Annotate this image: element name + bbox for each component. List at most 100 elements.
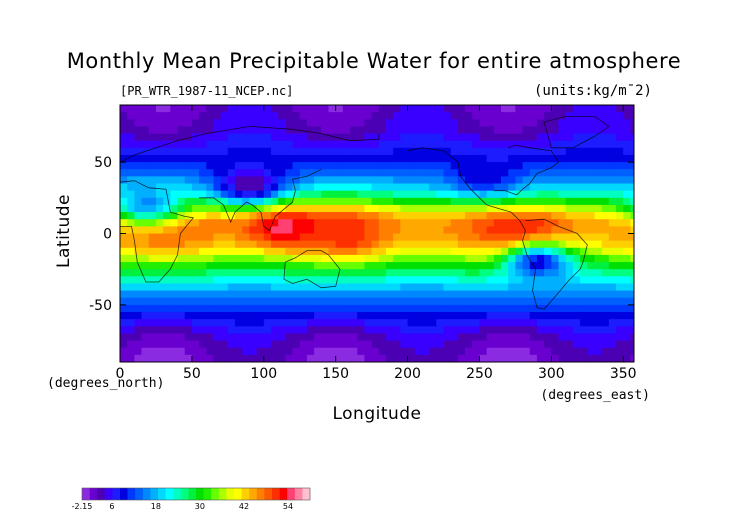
heatmap-cell <box>357 226 365 234</box>
heatmap-cell <box>393 212 401 220</box>
heatmap-cell <box>199 219 207 227</box>
heatmap-cell <box>472 354 480 363</box>
heatmap-cell <box>544 340 552 349</box>
heatmap-cell <box>256 312 265 320</box>
heatmap-cell <box>501 105 509 113</box>
heatmap-cell <box>515 262 523 270</box>
heatmap-cell <box>493 197 502 206</box>
heatmap-cell <box>558 112 567 120</box>
heatmap-cell <box>242 290 250 299</box>
heatmap-cell <box>270 219 279 227</box>
heatmap-cell <box>515 304 523 313</box>
heatmap-cell <box>479 269 488 277</box>
heatmap-cell <box>472 219 480 227</box>
heatmap-cell <box>508 133 516 142</box>
heatmap-cell <box>385 212 394 220</box>
heatmap-cell <box>242 354 250 363</box>
heatmap-cell <box>163 290 171 299</box>
heatmap-cell <box>328 340 337 349</box>
heatmap-cell <box>544 247 552 256</box>
heatmap-cell <box>616 326 624 334</box>
heatmap-cell <box>342 276 351 284</box>
heatmap-cell <box>601 233 610 242</box>
heatmap-cell <box>608 333 617 341</box>
heatmap-cell <box>227 162 236 170</box>
heatmap-cell <box>558 233 567 242</box>
heatmap-cell <box>580 319 588 327</box>
heatmap-cell <box>227 340 236 349</box>
heatmap-cell <box>278 319 286 327</box>
heatmap-cell <box>177 219 186 227</box>
heatmap-cell <box>134 240 142 249</box>
heatmap-cell <box>314 333 322 341</box>
heatmap-cell <box>572 283 581 292</box>
heatmap-cell <box>213 176 222 184</box>
heatmap-cell <box>213 162 222 170</box>
heatmap-cell <box>465 290 473 299</box>
heatmap-cell <box>551 312 559 320</box>
heatmap-cell <box>263 333 272 341</box>
heatmap-cell <box>472 197 480 206</box>
heatmap-cell <box>429 269 437 277</box>
heatmap-cell <box>515 212 523 220</box>
heatmap-cell <box>170 254 178 263</box>
heatmap-cell <box>141 219 150 227</box>
heatmap-cell <box>393 219 401 227</box>
heatmap-cell <box>206 247 214 256</box>
heatmap-cell <box>472 126 480 134</box>
heatmap-cell <box>292 119 301 127</box>
heatmap-cell <box>278 347 286 356</box>
heatmap-cell <box>184 254 193 263</box>
heatmap-cell <box>414 133 423 142</box>
heatmap-cell <box>385 326 394 334</box>
heatmap-cell <box>407 347 416 356</box>
heatmap-cell <box>213 354 222 363</box>
heatmap-cell <box>170 126 178 134</box>
heatmap-cell <box>436 226 444 234</box>
heatmap-cell <box>371 262 380 270</box>
heatmap-cell <box>544 105 552 113</box>
heatmap-cell <box>256 154 265 163</box>
heatmap-cell <box>335 126 344 134</box>
heatmap-cell <box>177 354 186 363</box>
heatmap-cell <box>450 262 459 270</box>
heatmap-cell <box>134 262 142 270</box>
heatmap-cell <box>407 254 416 263</box>
heatmap-cell <box>529 147 538 156</box>
heatmap-cell <box>321 133 329 142</box>
heatmap-cell <box>270 154 279 163</box>
heatmap-cell <box>443 297 452 306</box>
heatmap-cell <box>335 183 344 192</box>
heatmap-cell <box>364 312 373 320</box>
heatmap-cell <box>263 326 272 334</box>
heatmap-cell <box>199 240 207 249</box>
heatmap-cell <box>623 169 631 177</box>
colorbar-frame <box>81 487 311 501</box>
heatmap-cell <box>457 319 466 327</box>
heatmap-cell <box>227 154 236 163</box>
heatmap-cell <box>486 276 495 284</box>
coastline <box>519 218 588 310</box>
heatmap-cell <box>155 112 164 120</box>
heatmap-cell <box>465 226 473 234</box>
heatmap-cell <box>465 190 473 199</box>
heatmap-cell <box>249 204 257 213</box>
heatmap-cell <box>285 147 293 156</box>
heatmap-cell <box>371 112 380 120</box>
heatmap-cell <box>292 133 301 142</box>
heatmap-cell <box>522 119 531 127</box>
heatmap-cell <box>335 254 344 263</box>
heatmap-cell <box>414 326 423 334</box>
heatmap-cell <box>623 333 631 341</box>
heatmap-cell <box>501 176 509 184</box>
heatmap-cell <box>184 247 193 256</box>
heatmap-cell <box>544 176 552 184</box>
heatmap-cell <box>508 326 516 334</box>
heatmap-cell <box>357 140 365 149</box>
heatmap-cell <box>544 197 552 206</box>
heatmap-cell <box>630 247 635 256</box>
heatmap-cell <box>515 112 523 120</box>
heatmap-cell <box>141 212 150 220</box>
heatmap-cell <box>235 190 243 199</box>
heatmap-cell <box>580 312 588 320</box>
